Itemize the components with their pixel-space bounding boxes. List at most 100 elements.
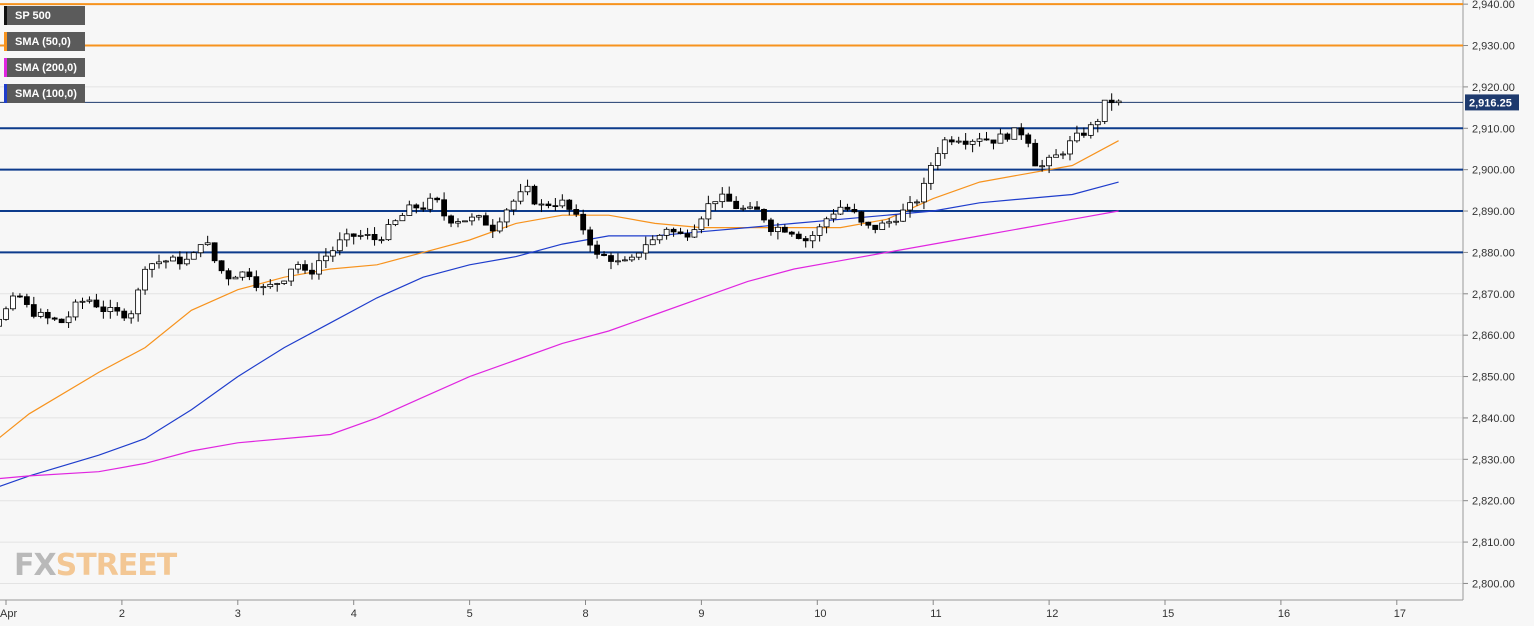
candle-body [830, 213, 837, 220]
candle-body [1067, 140, 1073, 155]
candle-body [545, 203, 552, 207]
candle-body [510, 200, 517, 211]
candle-body [142, 268, 148, 291]
candle-body [232, 276, 239, 280]
plot-area [0, 0, 1463, 600]
legend-item-sp500[interactable]: SP 500 [4, 6, 85, 25]
candle-body [1060, 153, 1066, 156]
candle-body [316, 260, 322, 275]
y-tick-label: 2,910.00 [1472, 123, 1515, 135]
candle-body [635, 252, 642, 258]
candle-body [552, 205, 559, 208]
candle-body [218, 260, 225, 272]
candle-body [976, 138, 983, 142]
candle-body [274, 283, 281, 285]
fxstreet-logo: FXSTREET [14, 548, 178, 583]
candle-body [1011, 127, 1018, 140]
candle-body [267, 283, 274, 288]
candle-body [962, 140, 969, 145]
chart-legend: SP 500 SMA (50,0) SMA (200,0) SMA (100,0… [4, 6, 85, 110]
candle-body [691, 229, 698, 238]
candle-body [135, 289, 142, 315]
legend-swatch-sma200 [4, 58, 7, 77]
candle-body [823, 218, 830, 228]
x-tick-label: 11 [930, 608, 941, 620]
legend-item-sma50[interactable]: SMA (50,0) [4, 32, 85, 51]
candle-body [0, 318, 2, 327]
candle-body [364, 234, 371, 236]
candle-body [496, 221, 503, 232]
candle-body [58, 318, 65, 324]
x-tick-label: 15 [1162, 608, 1174, 620]
candle-body [649, 239, 656, 246]
candle-body [455, 221, 461, 224]
candle-body [260, 286, 267, 289]
candle-body [121, 310, 128, 319]
candle-body [489, 224, 496, 232]
candle-body [23, 296, 30, 305]
last-price-tag [1465, 94, 1519, 111]
candle-body [955, 140, 962, 143]
candle-body [816, 226, 823, 236]
candle-body [343, 233, 350, 241]
candle-body [427, 197, 434, 210]
candle-body [628, 256, 635, 261]
y-tick-label: 2,850.00 [1472, 372, 1515, 384]
candle-body [503, 209, 510, 223]
candle-body [761, 208, 767, 221]
y-tick-label: 2,810.00 [1472, 537, 1515, 549]
candle-body [559, 199, 566, 207]
candle-body [462, 220, 468, 223]
x-tick-label: 17 [1394, 608, 1406, 620]
candle-body [163, 260, 169, 263]
legend-label-sma200: SMA (200,0) [15, 61, 77, 74]
candle-body [754, 206, 760, 210]
y-tick-label: 2,930.00 [1472, 41, 1515, 53]
candle-body [1101, 99, 1108, 122]
candle-body [573, 209, 580, 215]
candle-body [921, 182, 927, 203]
logo-part-street: STREET [55, 548, 178, 583]
candle-body [65, 316, 72, 324]
candle-body [615, 260, 621, 263]
candle-body [642, 244, 649, 254]
candle-body [858, 211, 865, 223]
candle-body [128, 313, 135, 319]
candle-body [371, 234, 378, 241]
candle-body [190, 252, 197, 260]
candle-body [1115, 100, 1122, 104]
candle-body [169, 256, 176, 262]
candle-body [1032, 142, 1039, 167]
y-tick-label: 2,940.00 [1472, 0, 1515, 11]
candle-body [879, 222, 886, 230]
x-tick-label: 8 [583, 608, 589, 620]
candle-body [747, 206, 753, 209]
candle-body [656, 234, 663, 241]
legend-item-sma100[interactable]: SMA (100,0) [4, 84, 85, 103]
candle-body [524, 185, 531, 193]
candle-body [1080, 132, 1087, 136]
candle-body [51, 317, 58, 320]
candle-body [322, 255, 329, 262]
candle-body [448, 215, 454, 224]
candle-body [705, 203, 712, 220]
sma-line [0, 181, 1119, 487]
candle-body [197, 244, 204, 254]
candle-body [86, 299, 93, 302]
candle-body [239, 271, 246, 278]
candle-body [3, 308, 9, 320]
candle-body [719, 193, 726, 203]
candle-body [420, 207, 427, 210]
candle-body [10, 295, 16, 310]
x-tick-label: 5 [467, 608, 473, 620]
candle-body [329, 250, 336, 257]
candle-body [1046, 156, 1052, 167]
x-tick-label: 3 [235, 608, 241, 620]
legend-item-sma200[interactable]: SMA (200,0) [4, 58, 85, 77]
candle-body [79, 300, 86, 303]
candle-body [176, 256, 183, 265]
candle-body [893, 220, 900, 223]
candle-body [601, 253, 607, 256]
candle-body [983, 138, 990, 141]
candle-body [914, 201, 920, 204]
